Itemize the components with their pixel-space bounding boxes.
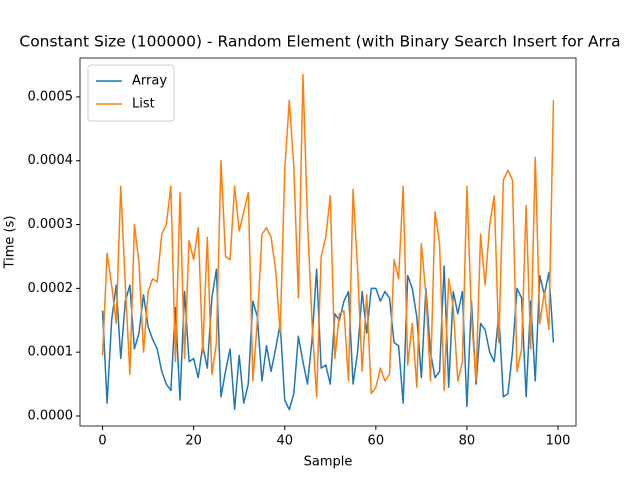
legend-label: List bbox=[132, 97, 155, 112]
y-axis-label: Time (s) bbox=[3, 216, 18, 270]
x-axis-label: Sample bbox=[304, 455, 353, 470]
axes-frame bbox=[79, 57, 577, 427]
x-tick-label: 60 bbox=[368, 434, 385, 449]
legend-label: Array bbox=[132, 74, 167, 89]
x-tick-label: 100 bbox=[546, 434, 571, 449]
legend-box bbox=[87, 64, 175, 122]
x-tick-label: 0 bbox=[98, 434, 106, 449]
x-tick-label: 80 bbox=[459, 434, 476, 449]
x-tick-label: 20 bbox=[185, 434, 202, 449]
y-tick-label: 0.0005 bbox=[28, 89, 74, 104]
data-line bbox=[101, 265, 555, 411]
x-tick-label: 40 bbox=[276, 434, 293, 449]
data-line bbox=[101, 73, 555, 398]
y-tick-label: 0.0003 bbox=[28, 217, 74, 232]
y-tick-label: 0.0004 bbox=[28, 153, 74, 168]
y-tick-label: 0.0001 bbox=[28, 345, 74, 360]
y-tick-label: 0.0000 bbox=[28, 408, 74, 423]
y-tick-label: 0.0002 bbox=[28, 281, 74, 296]
chart-title: Constant Size (100000) - Random Element … bbox=[19, 33, 620, 51]
